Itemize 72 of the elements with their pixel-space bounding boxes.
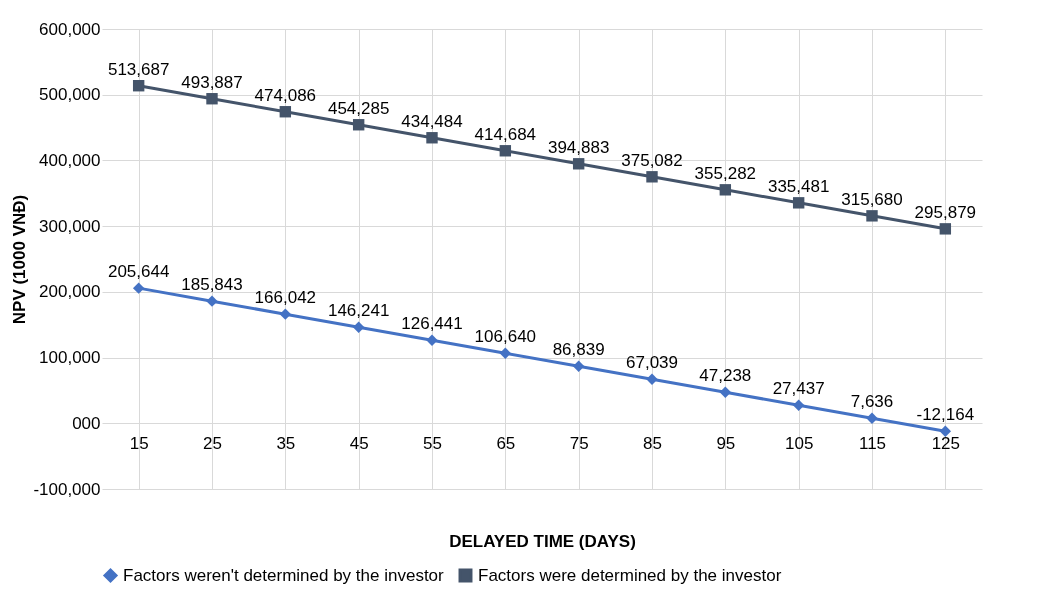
y-tick-label: 100,000 bbox=[39, 348, 101, 368]
data-label: 86,839 bbox=[552, 340, 605, 360]
x-tick-label: 95 bbox=[716, 433, 736, 453]
x-tick-label: 15 bbox=[129, 433, 149, 453]
data-label: 375,082 bbox=[621, 150, 683, 170]
x-tick-label: 65 bbox=[496, 433, 516, 453]
point bbox=[132, 80, 145, 92]
point bbox=[792, 197, 805, 209]
data-label: 27,437 bbox=[772, 379, 825, 399]
data-label: -12,164 bbox=[916, 405, 975, 425]
x-tick-label: 45 bbox=[349, 433, 369, 453]
data-label: 355,282 bbox=[694, 163, 757, 183]
data-label: 414,684 bbox=[474, 124, 537, 144]
legend-label: Factors were determined by the investor bbox=[478, 565, 782, 585]
data-label: 335,481 bbox=[767, 176, 830, 196]
point bbox=[352, 119, 365, 131]
data-label: 295,879 bbox=[914, 202, 977, 222]
x-tick-label: 35 bbox=[276, 433, 296, 453]
x-tick-label: 115 bbox=[858, 433, 887, 453]
point bbox=[646, 373, 658, 385]
y-tick-label: 600,000 bbox=[39, 19, 101, 39]
x-tick-label: 55 bbox=[423, 433, 442, 453]
data-label: 67,039 bbox=[626, 353, 678, 373]
point bbox=[939, 223, 952, 235]
point bbox=[939, 425, 952, 437]
point bbox=[499, 145, 512, 157]
data-label: 185,843 bbox=[181, 275, 243, 295]
point bbox=[132, 282, 145, 294]
point bbox=[792, 399, 805, 411]
data-label: 434,484 bbox=[401, 111, 463, 131]
point bbox=[499, 347, 512, 359]
data-label: 146,241 bbox=[327, 301, 390, 321]
x-tick-label: 85 bbox=[643, 433, 662, 453]
data-label: 7,636 bbox=[850, 392, 894, 412]
data-label: 205,644 bbox=[107, 262, 170, 282]
point bbox=[866, 412, 878, 424]
legend-label: Factors weren't determined by the investor bbox=[123, 565, 445, 585]
point bbox=[719, 386, 732, 398]
data-label: 394,883 bbox=[547, 137, 610, 157]
x-tick-label: 105 bbox=[784, 433, 814, 453]
point bbox=[206, 93, 218, 105]
x-tick-label: 75 bbox=[569, 433, 589, 453]
point bbox=[719, 184, 732, 196]
point bbox=[572, 158, 585, 170]
point bbox=[866, 210, 878, 222]
data-label: 166,042 bbox=[254, 288, 317, 308]
y-tick-label: 400,000 bbox=[39, 150, 101, 170]
point bbox=[279, 308, 292, 320]
data-label: 315,680 bbox=[841, 189, 903, 209]
y-tick-label: -100,000 bbox=[33, 479, 101, 499]
data-label: 493,887 bbox=[181, 72, 243, 92]
point bbox=[426, 334, 438, 346]
point bbox=[572, 360, 585, 372]
point bbox=[646, 171, 658, 183]
y-tick-label: 500,000 bbox=[39, 85, 101, 105]
data-label: 106,640 bbox=[474, 327, 537, 347]
point bbox=[279, 106, 292, 118]
x-axis-title: DELAYED TIME (DAYS) bbox=[449, 531, 636, 551]
y-axis-title: NPV (1000 VNĐ) bbox=[10, 194, 30, 325]
y-tick-label: 300,000 bbox=[39, 216, 101, 236]
data-label: 474,086 bbox=[254, 85, 317, 105]
data-label: 126,441 bbox=[401, 314, 463, 334]
y-tick-label: 000 bbox=[72, 413, 101, 433]
point bbox=[352, 321, 365, 333]
data-label: 513,687 bbox=[107, 59, 170, 79]
x-tick-label: 125 bbox=[931, 433, 961, 453]
data-label: 47,238 bbox=[699, 366, 752, 386]
point bbox=[206, 295, 218, 307]
x-tick-label: 25 bbox=[203, 433, 222, 453]
y-tick-label: 200,000 bbox=[39, 282, 101, 302]
data-label: 454,285 bbox=[327, 98, 390, 118]
point bbox=[426, 132, 438, 144]
